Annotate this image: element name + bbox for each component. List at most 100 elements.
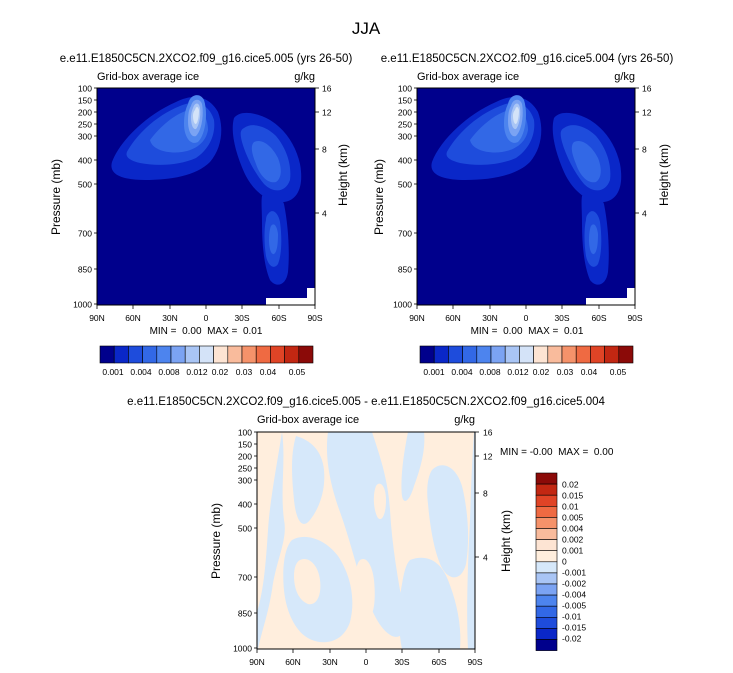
panel-1-colorbar-label: 0.05 [289,367,306,377]
panel-3-y-tick: 400 [238,500,252,510]
panel-3-colorbar-label: -0.001 [562,568,586,578]
panel-2-terrain-mask [586,298,635,305]
panel-1-colorbar-box [156,345,172,364]
panel-2-contour-field [417,88,635,305]
panel-2-x-tick: 0 [524,313,529,323]
panel-3-y-tick: 1000 [233,644,252,654]
panel-2-ylabel-right: Height (km) [657,144,671,206]
panel-2-colorbar-box [476,345,492,364]
panel-2-peak-l4 [513,107,519,124]
panel-2-colorbar-box [547,345,563,364]
panel-1-y-tick: 200 [78,108,92,118]
panel-2-colorbar-box [462,345,478,364]
panel-1-x-tick: 90S [307,313,322,323]
panel-1-terrain-mask-2 [307,288,315,305]
panel-3-colorbar-label: 0.001 [562,546,584,556]
panel-2-colorbar-label: 0.03 [557,367,574,377]
panel-3-ylabel-right: Height (km) [499,510,513,572]
panel-2-title: e.e11.E1850C5CN.2XCO2.f09_g16.cice5.004 … [381,53,674,65]
panel-1-terrain-mask [266,298,315,305]
panel-2-colorbar-box [618,345,634,364]
panel-1-colorbar-box [99,345,115,364]
panel-2-y-tick: 200 [398,108,412,118]
panel-1-colorbar-box [128,345,143,364]
panel-1-colorbar-box [142,345,158,364]
panel-3-x-tick: 60N [285,657,301,667]
panel-2-height-ticks: 16 12 8 4 [642,84,652,219]
panel-2-sh-lobe-l3 [589,224,598,255]
panel-1-colorbar-box [298,345,314,364]
panel-3-colorbar-label: -0.01 [562,612,582,622]
panel-2-units: g/kg [614,71,635,83]
panel-1-y-ticks: 100 150 200 250 300 400 500 700 850 1000 [73,84,92,310]
panel-3-y-tick: 100 [238,428,252,438]
panel-2-colorbar-label: 0.04 [581,367,598,377]
panel-1-sh-lobe-l3 [269,224,278,255]
panel-1-x-tick: 90N [89,313,105,323]
panel-3-height-tick: 4 [483,553,488,563]
panel-1-y-tick: 700 [78,229,92,239]
panel-1-colorbar-box [184,345,200,364]
panel-2-colorbar-box [433,345,449,364]
panel-1-height-tick: 8 [322,145,327,155]
panel-1-y-tick: 300 [78,132,92,142]
panel-2-terrain-mask-2 [627,288,635,305]
panel-3-colorbar-label: 0.015 [562,491,584,501]
panel-3-negative-region-5 [401,432,425,501]
panel-1-height-tick: 4 [322,209,327,219]
panel-2-y-tick: 100 [398,84,412,94]
panel-2-height-tick: 12 [642,108,652,118]
panel-2-colorbar-label: 0.05 [610,367,627,377]
panel-2-colorbar-box [504,345,520,364]
panel-1-y-tick: 400 [78,156,92,166]
panel-2-min-max: MIN = 0.00 MAX = 0.01 [471,326,584,337]
panel-2-x-tick: 60S [591,313,606,323]
panel-2-colorbar-box [590,345,605,364]
panel-3-positive-region-2 [355,558,375,618]
panel-3-y-tick: 250 [238,464,252,474]
panel-3-height-tick: 16 [483,428,493,438]
panel-1-x-tick: 30S [234,313,249,323]
panel-3-colorbar-box [535,505,558,518]
panel-3-tick-marks [254,431,479,653]
panel-2-colorbar-label: 0.02 [533,367,550,377]
panel-1-colorbar-box [213,345,229,364]
panel-3-negative-region-2 [292,436,325,524]
panel-2-x-tick: 30S [554,313,569,323]
panel-1-y-tick: 500 [78,180,92,190]
panel-2-left-label: Grid-box average ice [417,71,519,83]
panel-3-colorbar-box [535,616,558,629]
panel-3-colorbar-boxes [535,472,558,651]
panel-1-min-max: MIN = 0.00 MAX = 0.01 [150,326,263,337]
panel-2-colorbar-box [575,345,591,364]
panel-1-colorbar-box [284,345,300,364]
panel-3-colorbar-box [535,528,558,540]
panel-3-colorbar-label: -0.02 [562,634,582,644]
panel-2-y-tick: 700 [398,229,412,239]
panel-2-ylabel: Pressure (mb) [372,159,386,235]
panel-1-title: e.e11.E1850C5CN.2XCO2.f09_g16.cice5.005 … [60,53,353,65]
panel-2-colorbar-label: 0.012 [507,367,529,377]
panel-3-units: g/kg [454,414,475,426]
panel-3-colorbar-label: -0.005 [562,601,586,611]
panel-3-colorbar-box [535,583,558,596]
panel-1-colorbar: 0.001 0.004 0.008 0.012 0.02 0.03 0.04 0… [99,345,314,377]
panel-2-height-tick: 8 [642,145,647,155]
panel-1-colorbar-box [170,345,186,364]
panel-3-title: e.e11.E1850C5CN.2XCO2.f09_g16.cice5.005 … [127,396,605,408]
panel-1-left-label: Grid-box average ice [97,71,199,83]
panel-1-ylabel-right: Height (km) [336,144,350,206]
panel-3-colorbar-box [535,572,558,585]
panel-1-colorbar-label: 0.03 [236,367,253,377]
panel-3-colorbar-label: 0.01 [562,502,579,512]
panel-3-colorbar-box [535,472,558,485]
panel-2-y-ticks: 100 150 200 250 300 400 500 700 850 1000 [393,84,412,310]
panel-1-ylabel: Pressure (mb) [49,159,63,235]
panel-3-colorbar-box [535,628,558,640]
panel-3-colorbar-box [535,605,558,618]
panel-3-contour-field [257,432,475,649]
panel-3-colorbar-label: -0.015 [562,623,586,633]
panel-2-y-tick: 1000 [393,300,412,310]
panel-1-y-tick: 100 [78,84,92,94]
panel-1-colorbar-label: 0.008 [158,367,180,377]
